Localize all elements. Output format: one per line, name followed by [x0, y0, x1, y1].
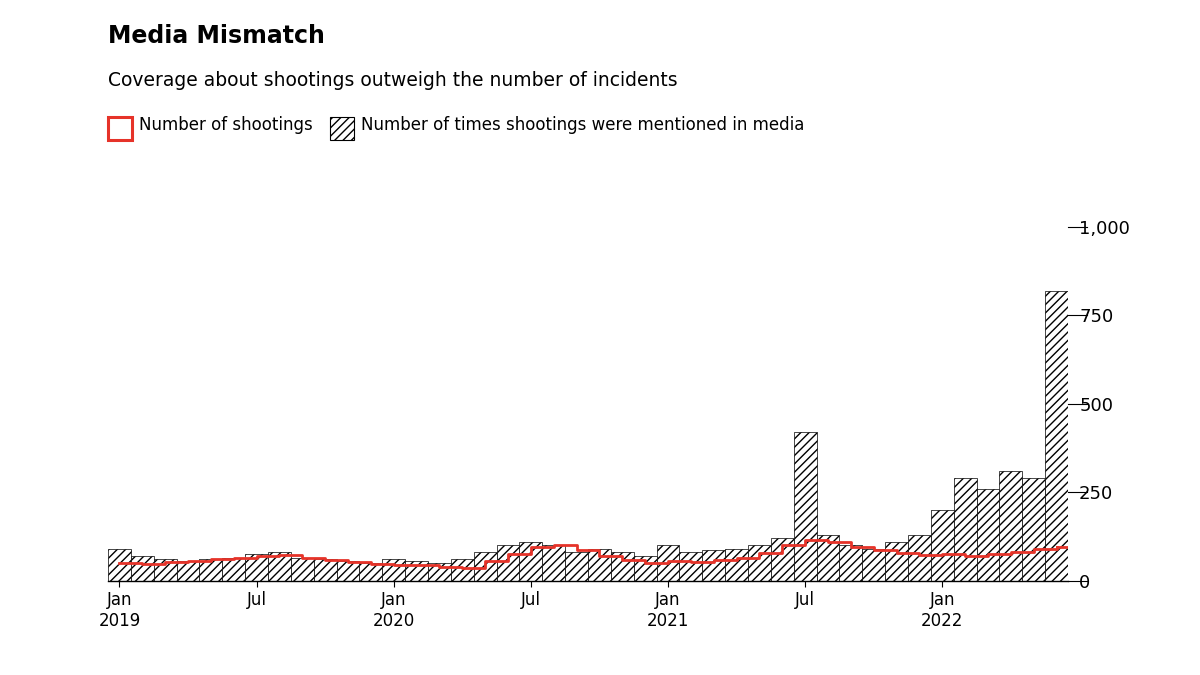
Bar — [931, 510, 954, 580]
Bar — [474, 552, 497, 580]
Bar — [154, 560, 176, 580]
Bar — [451, 560, 474, 580]
Bar — [1000, 471, 1022, 580]
Bar — [770, 538, 793, 580]
Bar — [1045, 290, 1068, 580]
Bar — [199, 560, 222, 580]
Text: Number of shootings: Number of shootings — [139, 116, 313, 134]
Bar — [108, 549, 131, 580]
Bar — [863, 549, 886, 580]
Text: Media Mismatch: Media Mismatch — [108, 24, 325, 48]
Bar — [360, 563, 383, 580]
Bar — [908, 535, 931, 580]
Bar — [702, 550, 725, 580]
Bar — [748, 545, 770, 580]
Bar — [1022, 478, 1045, 580]
Text: Coverage about shootings outweigh the number of incidents: Coverage about shootings outweigh the nu… — [108, 71, 678, 90]
Bar — [268, 552, 290, 580]
Bar — [176, 561, 199, 580]
Bar — [816, 535, 840, 580]
Bar — [520, 541, 542, 580]
Bar — [565, 552, 588, 580]
Bar — [611, 552, 634, 580]
Bar — [383, 560, 406, 580]
Bar — [679, 552, 702, 580]
Bar — [954, 478, 977, 580]
Bar — [725, 549, 748, 580]
Bar — [406, 561, 428, 580]
Bar — [497, 545, 520, 580]
Bar — [313, 560, 336, 580]
Bar — [245, 554, 268, 580]
Bar — [793, 432, 816, 580]
Bar — [634, 556, 656, 580]
Bar — [131, 556, 154, 580]
Bar — [656, 545, 679, 580]
Bar — [886, 541, 908, 580]
Bar — [542, 545, 565, 580]
Bar — [290, 558, 313, 580]
Bar — [336, 561, 360, 580]
Bar — [977, 489, 1000, 580]
Bar — [222, 558, 245, 580]
Bar — [588, 549, 611, 580]
Text: Number of times shootings were mentioned in media: Number of times shootings were mentioned… — [361, 116, 804, 134]
Bar — [840, 545, 863, 580]
Bar — [428, 563, 451, 580]
